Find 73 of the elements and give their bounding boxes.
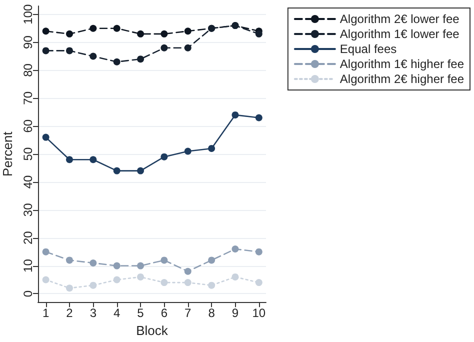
point xyxy=(255,248,262,256)
point xyxy=(42,47,50,54)
point xyxy=(113,58,120,66)
point xyxy=(184,28,192,35)
y-tick-label: 30 xyxy=(21,202,35,217)
x-tick-label: 9 xyxy=(232,306,239,320)
point xyxy=(137,56,144,63)
y-tick-label: 90 xyxy=(21,35,35,49)
legend-label: Algorithm 2€ higher fee xyxy=(340,72,464,86)
x-tick-label: 5 xyxy=(137,306,144,320)
point xyxy=(137,167,144,174)
x-tick-label: 4 xyxy=(113,306,120,320)
y-tick-label: 100 xyxy=(21,4,35,24)
point xyxy=(90,259,97,266)
y-tick-label: 60 xyxy=(21,119,35,133)
x-tick-label: 3 xyxy=(90,306,97,320)
point xyxy=(137,273,144,280)
legend-label: Equal fees xyxy=(340,42,397,56)
point xyxy=(113,276,120,284)
y-tick-label: 70 xyxy=(21,91,35,105)
point xyxy=(184,279,192,286)
legend-label: Algorithm 1€ lower fee xyxy=(340,27,460,41)
x-tick-label: 10 xyxy=(252,306,266,320)
point xyxy=(160,30,168,38)
point xyxy=(113,24,120,32)
y-axis-title: Percent xyxy=(0,131,15,176)
point xyxy=(208,282,216,289)
point xyxy=(184,44,192,52)
y-tick-label: 10 xyxy=(21,258,35,272)
point xyxy=(232,273,239,280)
point xyxy=(232,111,239,118)
legend-label: Algorithm 2€ lower fee xyxy=(340,12,460,26)
point xyxy=(255,30,262,38)
y-tick-label: 0 xyxy=(21,290,35,298)
point xyxy=(66,30,73,38)
point xyxy=(42,134,50,141)
point xyxy=(208,256,216,264)
point xyxy=(160,256,168,264)
y-tick-label: 40 xyxy=(21,174,35,189)
point xyxy=(137,262,144,270)
point xyxy=(232,246,239,253)
point xyxy=(255,279,262,286)
point xyxy=(90,52,97,60)
point xyxy=(42,248,50,256)
x-tick-label: 7 xyxy=(184,306,192,320)
x-tick-label: 8 xyxy=(208,306,216,320)
legend-label: Algorithm 1€ higher fee xyxy=(340,57,464,71)
point xyxy=(160,279,168,286)
point xyxy=(160,153,168,160)
point xyxy=(184,268,192,275)
point xyxy=(66,47,73,54)
y-tick-label: 80 xyxy=(21,63,35,77)
point xyxy=(66,284,73,292)
point xyxy=(42,28,50,35)
x-tick-label: 1 xyxy=(42,306,50,320)
point xyxy=(90,282,97,289)
point xyxy=(255,114,262,122)
y-tick-label: 20 xyxy=(21,230,35,245)
point xyxy=(66,156,73,164)
point xyxy=(208,144,216,152)
x-axis-title: Block xyxy=(136,323,168,338)
point xyxy=(90,24,97,32)
point xyxy=(90,156,97,164)
point xyxy=(137,30,144,38)
y-tick-label: 50 xyxy=(21,147,35,161)
point xyxy=(160,44,168,52)
point xyxy=(184,148,192,155)
point xyxy=(66,256,73,264)
point xyxy=(113,167,120,174)
x-tick-label: 2 xyxy=(66,306,74,320)
point xyxy=(42,276,50,284)
point xyxy=(113,262,120,270)
x-tick-label: 6 xyxy=(160,306,168,320)
